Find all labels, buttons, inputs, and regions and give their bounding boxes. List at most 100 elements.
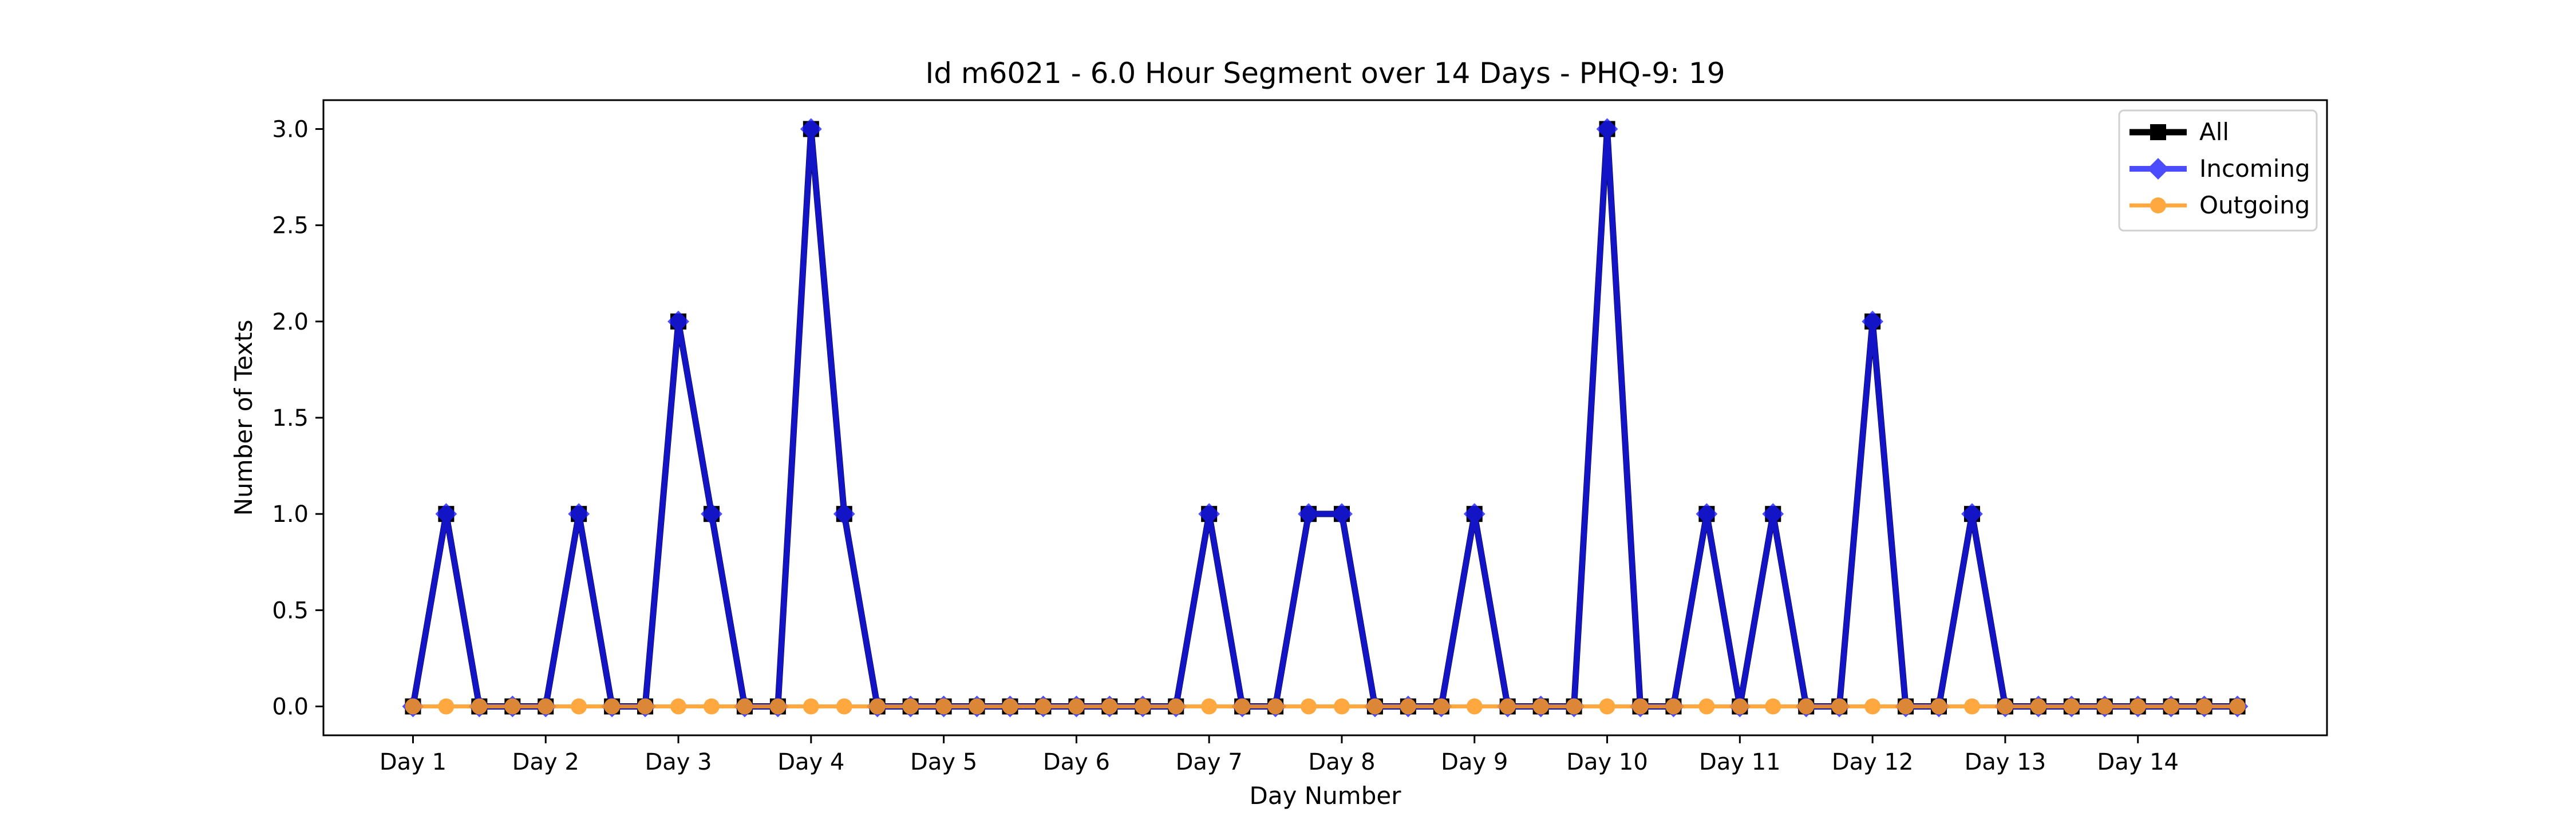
data-point-outgoing — [2030, 698, 2046, 715]
data-point-outgoing — [2129, 698, 2146, 715]
y-tick-label: 0.0 — [272, 694, 309, 720]
x-tick-label: Day 2 — [512, 749, 579, 775]
data-point-incoming — [1298, 503, 1319, 525]
data-point-outgoing — [803, 698, 819, 715]
x-tick-label: Day 12 — [1832, 749, 1914, 775]
data-point-outgoing — [2063, 698, 2080, 715]
data-point-outgoing — [1466, 698, 1483, 715]
data-point-outgoing — [2196, 698, 2212, 715]
data-point-outgoing — [1433, 698, 1449, 715]
legend-entry-all — [2129, 124, 2187, 140]
data-point-outgoing — [1301, 698, 1317, 715]
legend-label: All — [2199, 118, 2229, 146]
data-point-outgoing — [1499, 698, 1516, 715]
data-point-outgoing — [1035, 698, 1052, 715]
x-tick-label: Day 7 — [1176, 749, 1243, 775]
series-incoming — [402, 118, 2249, 718]
data-point-outgoing — [1898, 698, 1914, 715]
series-line-all — [410, 125, 2238, 710]
data-point-outgoing — [504, 698, 521, 715]
data-point-outgoing — [405, 698, 421, 715]
series-line-incoming — [410, 126, 2238, 710]
data-point-incoming — [1762, 503, 1784, 525]
data-point-outgoing — [1963, 698, 1980, 715]
data-point-outgoing — [2163, 698, 2179, 715]
data-point-incoming — [833, 503, 855, 525]
data-point-outgoing — [935, 698, 952, 715]
data-point-outgoing — [1566, 698, 1582, 715]
x-tick-label: Day 13 — [1965, 749, 2046, 775]
data-point-incoming — [568, 503, 590, 525]
data-point-outgoing — [1168, 698, 1184, 715]
data-point-outgoing — [1997, 698, 2013, 715]
x-tick-label: Day 14 — [2097, 749, 2179, 775]
x-tick-label: Day 6 — [1043, 749, 1110, 775]
data-point-outgoing — [1234, 698, 1251, 715]
data-point-outgoing — [1532, 698, 1549, 715]
y-tick-label: 2.5 — [272, 213, 309, 239]
data-point-outgoing — [1002, 698, 1018, 715]
chart-title: Id m6021 - 6.0 Hour Segment over 14 Days… — [925, 57, 1725, 90]
y-axis-title: Number of Texts — [230, 320, 258, 516]
data-point-outgoing — [703, 698, 720, 715]
data-point-outgoing — [1333, 698, 1350, 715]
x-tick-label: Day 5 — [910, 749, 977, 775]
x-tick-label: Day 10 — [1566, 749, 1648, 775]
data-point-outgoing — [736, 698, 753, 715]
x-axis-title: Day Number — [1249, 782, 1401, 810]
data-point-outgoing — [1931, 698, 1947, 715]
data-point-outgoing — [1201, 698, 1218, 715]
data-point-outgoing — [1366, 698, 1383, 715]
data-point-incoming — [1198, 503, 1220, 525]
data-point-outgoing — [604, 698, 621, 715]
data-point-outgoing — [1698, 698, 1715, 715]
y-tick-label: 3.0 — [272, 116, 309, 142]
data-point-outgoing — [571, 698, 587, 715]
series-outgoing — [405, 698, 2246, 715]
x-tick-label: Day 11 — [1699, 749, 1781, 775]
data-point-incoming — [435, 503, 457, 525]
plot-area: 0.0 0.5 1.0 1.5 2.0 2.5 3.0 Day 1 Day 2 Day 3 Day … — [272, 99, 2328, 775]
plot-frame — [322, 99, 2328, 736]
data-point-outgoing — [869, 698, 886, 715]
data-point-outgoing — [1101, 698, 1118, 715]
data-point-incoming — [1596, 118, 1618, 140]
x-tick-label: Day 8 — [1308, 749, 1375, 775]
x-tick-label: Day 9 — [1441, 749, 1508, 775]
data-point-outgoing — [2229, 698, 2246, 715]
data-point-incoming — [1961, 503, 1983, 525]
data-point-outgoing — [1267, 698, 1284, 715]
series-all — [405, 121, 2246, 715]
data-point-outgoing — [1599, 698, 1615, 715]
data-point-outgoing — [1632, 698, 1649, 715]
data-point-outgoing — [769, 698, 786, 715]
data-point-outgoing — [1068, 698, 1085, 715]
data-point-outgoing — [1665, 698, 1682, 715]
legend-marker — [2150, 124, 2166, 140]
data-point-outgoing — [836, 698, 852, 715]
data-point-outgoing — [670, 698, 687, 715]
data-point-incoming — [1463, 503, 1485, 525]
data-point-outgoing — [1400, 698, 1416, 715]
legend-label: Incoming — [2199, 154, 2310, 183]
y-tick-label: 1.5 — [272, 405, 309, 431]
y-tick-label: 1.0 — [272, 501, 309, 528]
data-point-outgoing — [471, 698, 488, 715]
data-point-incoming — [1862, 310, 1884, 332]
data-point-outgoing — [1732, 698, 1748, 715]
y-tick-label: 0.5 — [272, 597, 309, 624]
data-point-outgoing — [969, 698, 985, 715]
data-point-incoming — [1331, 503, 1353, 525]
data-point-outgoing — [1831, 698, 1848, 715]
legend-marker — [2150, 197, 2166, 213]
legend-entry-outgoing — [2129, 197, 2187, 213]
legend-label: Outgoing — [2199, 191, 2310, 219]
legend-box — [2118, 109, 2318, 232]
data-point-incoming — [1696, 503, 1718, 525]
x-tick-label: Day 3 — [645, 749, 712, 775]
legend-marker — [2147, 158, 2169, 180]
data-point-incoming — [800, 118, 822, 140]
data-point-outgoing — [902, 698, 919, 715]
